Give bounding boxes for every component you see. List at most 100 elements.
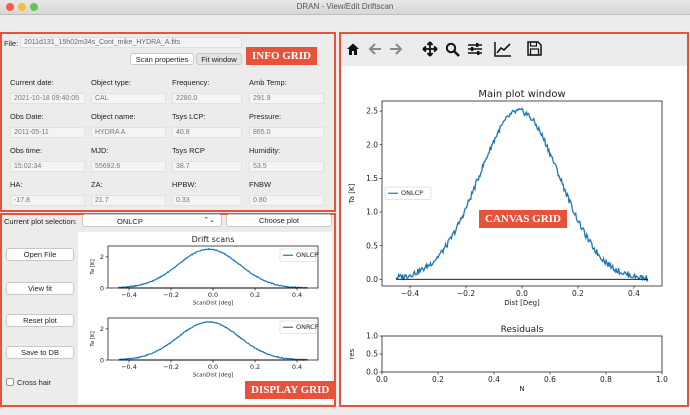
series-line-onlcp: [395, 107, 649, 283]
fnbw-label: FNBW: [249, 180, 272, 189]
object-name-field: HYDRA A: [91, 127, 166, 138]
amb-temp-field: 291.9: [249, 93, 324, 104]
info-grid: [0, 32, 336, 212]
forward-arrow-icon[interactable]: [389, 42, 403, 56]
legend-box: [279, 320, 317, 334]
x-tick-label: 0.4: [488, 375, 500, 384]
legend-box: [384, 186, 432, 200]
mjd-label: MJD:: [91, 146, 109, 155]
view-fit-button[interactable]: View fit: [6, 282, 74, 295]
x-tick-label: −0.2: [163, 291, 179, 299]
crosshair-label: Cross hair: [17, 378, 52, 387]
plot-canvas: [341, 66, 687, 405]
y-tick-label: 0.5: [366, 241, 378, 250]
back-arrow-icon[interactable]: [368, 42, 382, 56]
home-icon[interactable]: [346, 42, 360, 56]
title-bar: DRAN - View/Edit Driftscan: [0, 0, 690, 15]
chevron-updown-icon: ⌃⌄: [203, 217, 215, 224]
legend-box: [279, 248, 317, 262]
chart-title: Main plot window: [478, 89, 565, 100]
canvas-grid: [339, 32, 689, 407]
save-icon[interactable]: [527, 41, 542, 56]
y-tick-label: 1.0: [366, 332, 378, 341]
x-axis-label: Dist [Deg]: [504, 299, 540, 307]
plot-selection-label: Current plot selection:: [4, 217, 77, 226]
configure-icon[interactable]: [467, 42, 483, 56]
ha-label: HA:: [10, 180, 23, 189]
x-tick-label: 0.4: [292, 291, 302, 299]
plot-frame: [381, 335, 663, 373]
x-tick-label: −0.4: [121, 291, 137, 299]
x-tick-label: −0.4: [121, 363, 137, 371]
y-tick-label: 2: [100, 253, 104, 261]
x-tick-label: 0.6: [544, 375, 556, 384]
object-name-label: Object name:: [91, 112, 136, 121]
pan-icon[interactable]: [422, 41, 438, 57]
display-grid-tag: DISPLAY GRID: [245, 381, 336, 399]
tsys-lcp-label: Tsys LCP:: [172, 112, 206, 121]
y-tick-label: 1.0: [366, 208, 378, 217]
amb-temp-label: Amb Temp:: [249, 78, 287, 87]
close-window-button[interactable]: [6, 3, 14, 11]
fnbw-field: 0.80: [249, 195, 324, 206]
x-tick-label: 0.2: [250, 363, 260, 371]
plot-selection-dropdown[interactable]: ONLCP ⌃⌄: [82, 214, 222, 227]
x-tick-label: 0.2: [432, 375, 444, 384]
save-to-db-button[interactable]: Save to DB: [6, 346, 74, 359]
info-grid-tag: INFO GRID: [246, 47, 317, 65]
za-field: 21.7: [91, 195, 166, 206]
hpbw-label: HPBW:: [172, 180, 197, 189]
frequency-field: 2280.0: [172, 93, 242, 104]
x-tick-label: 0.0: [208, 291, 218, 299]
x-tick-label: 0.2: [572, 289, 584, 298]
x-tick-label: −0.4: [401, 289, 419, 298]
legend-entry: ONLCP: [401, 189, 423, 197]
x-tick-label: −0.2: [457, 289, 475, 298]
chart-title: Drift scans: [192, 235, 235, 244]
open-file-button[interactable]: Open File: [6, 248, 74, 261]
obs-date-label: Obs Date:: [10, 112, 44, 121]
edit-axes-icon[interactable]: [494, 41, 512, 57]
y-axis-label: Ta [K]: [90, 259, 96, 275]
choose-plot-button[interactable]: Choose plot: [226, 214, 332, 227]
y-axis-label: Ta [K]: [90, 331, 96, 347]
za-label: ZA:: [91, 180, 103, 189]
humidity-label: Humidity:: [249, 146, 281, 155]
y-tick-label: 1.5: [366, 174, 378, 183]
file-label: File:: [4, 39, 19, 48]
tsys-lcp-field: 40.8: [172, 127, 242, 138]
drift-scans-chart: −0.4 −0.2 0.0 0.2 0.4 0 2 Drift scans ScanDist […: [90, 235, 319, 379]
object-type-field: CAL: [91, 93, 166, 104]
zoom-icon[interactable]: [445, 42, 460, 57]
obs-time-field: 15:02:34: [10, 161, 85, 172]
minimize-window-button[interactable]: [18, 3, 26, 11]
tsys-rcp-label: Tsys RCP: [172, 146, 205, 155]
x-tick-label: 0.2: [250, 291, 260, 299]
x-axis-label: ScanDist [deg]: [193, 301, 234, 307]
y-tick-label: 0.5: [366, 350, 378, 359]
pressure-label: Pressure:: [249, 112, 282, 121]
tsys-rcp-field: 38.7: [172, 161, 242, 172]
x-tick-label: 0.4: [292, 363, 302, 371]
obs-date-field: 2011-05-11: [10, 127, 85, 138]
x-tick-label: 0.0: [376, 375, 388, 384]
pressure-field: 865.0: [249, 127, 324, 138]
main-plot-chart[interactable]: −0.4 −0.2 0.0 0.2 0.4 0.0 0.5 1.0 1.5 2.0 2.5 Main …: [341, 66, 687, 405]
x-tick-label: 0.4: [628, 289, 640, 298]
current-date-field: 2021-10-18 09:40:05: [10, 93, 85, 104]
y-tick-label: 0.0: [366, 368, 378, 377]
hpbw-field: 0.33: [172, 195, 242, 206]
y-tick-label: 0: [100, 284, 104, 292]
tab-fit-window[interactable]: Fit window: [196, 53, 242, 65]
current-date-label: Current date:: [10, 78, 54, 87]
y-tick-label: 0: [100, 356, 104, 364]
crosshair-checkbox[interactable]: [6, 378, 14, 386]
x-axis-label: ScanDist [deg]: [193, 373, 234, 379]
reset-plot-button[interactable]: Reset plot: [6, 314, 74, 327]
series-line-onrcp: [118, 320, 308, 362]
chart-title: Residuals: [501, 325, 544, 335]
ha-field: -17.8: [10, 195, 85, 206]
file-path-field[interactable]: 2011d131_15h02m34s_Cont_mike_HYDRA_A.fit…: [20, 37, 242, 48]
tab-scan-properties[interactable]: Scan properties: [130, 53, 194, 65]
maximize-window-button[interactable]: [30, 3, 38, 11]
